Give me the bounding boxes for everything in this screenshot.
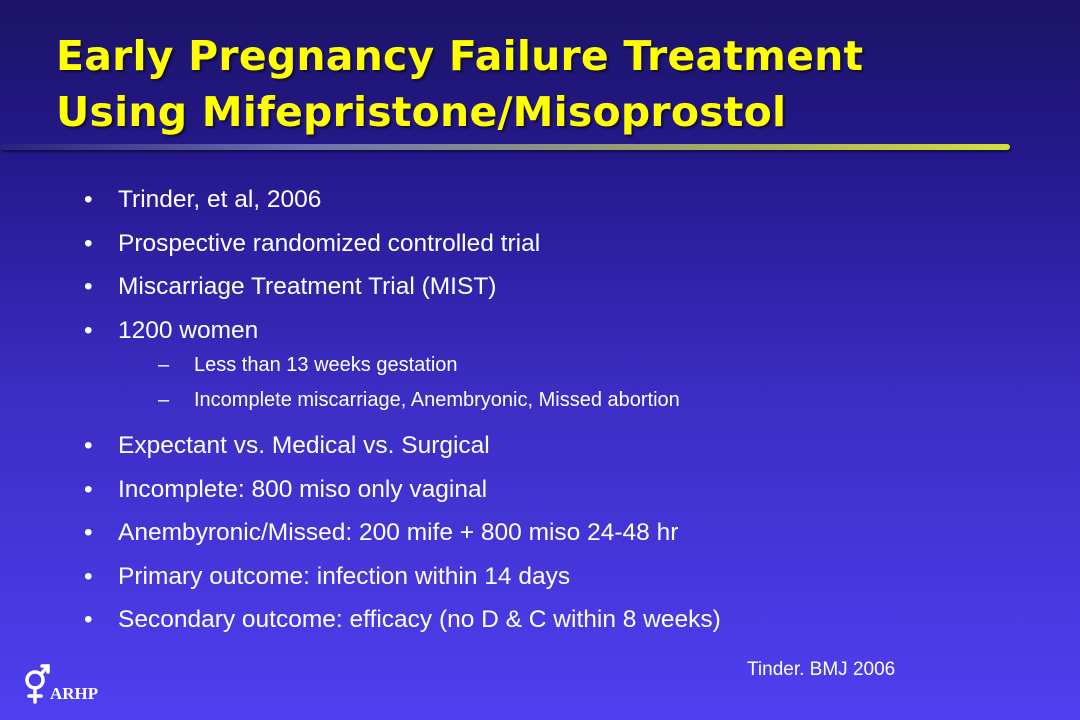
sub-bullet-item: – Incomplete miscarriage, Anembryonic, Mi… <box>118 383 984 418</box>
bullet-item: • Primary outcome: infection within 14 da… <box>84 555 984 599</box>
bullet-marker: • <box>84 229 93 257</box>
bullet-text: Incomplete: 800 miso only vaginal <box>118 475 488 503</box>
bullet-item: • Expectant vs. Medical vs. Surgical <box>84 424 984 468</box>
bullet-list: • Trinder, et al, 2006 • Prospective rando… <box>84 178 984 642</box>
bullet-text: Trinder, et al, 2006 <box>118 186 322 213</box>
bullet-text: Primary outcome: infection within 14 day… <box>118 562 571 590</box>
bullet-text: Anembyronic/Missed: 200 mife + 800 miso … <box>118 519 679 546</box>
slide-title-line-2: Using Mifepristone/Misoprostol <box>56 88 787 136</box>
citation: Tinder. BMJ 2006 <box>747 659 896 680</box>
bullet-item: • Trinder, et al, 2006 <box>84 178 984 222</box>
arhp-logo: ARHP <box>20 660 140 710</box>
sub-bullet-text: Incomplete miscarriage, Anembryonic, Mis… <box>194 389 680 411</box>
bullet-item: • Prospective randomized controlled trial <box>84 222 984 266</box>
bullet-text: Miscarriage Treatment Trial (MIST) <box>118 273 497 300</box>
bullet-marker: • <box>84 186 93 213</box>
bullet-text: Expectant vs. Medical vs. Surgical <box>118 432 490 459</box>
bullet-text: Secondary outcome: efficacy (no D & C wi… <box>118 606 721 633</box>
bullet-text: 1200 women <box>118 316 259 344</box>
bullet-marker: • <box>84 562 93 590</box>
slide-title-line-1: Early Pregnancy Failure Treatment <box>56 32 864 80</box>
gender-symbol-logo-icon <box>25 664 50 704</box>
logo-text: ARHP <box>50 684 99 703</box>
bullet-marker: • <box>84 519 93 546</box>
sub-bullet-marker: – <box>158 354 170 376</box>
bullet-marker: • <box>84 606 93 633</box>
title-underline-rule <box>0 144 1010 150</box>
bullet-item: • 1200 women – Less than 13 weeks gestatio… <box>84 309 984 419</box>
bullet-item: • Incomplete: 800 miso only vaginal <box>84 468 984 512</box>
sub-bullet-text: Less than 13 weeks gestation <box>194 354 458 376</box>
bullet-item: • Secondary outcome: efficacy (no D & C w… <box>84 598 984 642</box>
bullet-marker: • <box>84 316 93 344</box>
sub-bullet-item: – Less than 13 weeks gestation <box>118 348 984 383</box>
bullet-item: • Anembyronic/Missed: 200 mife + 800 miso… <box>84 511 984 555</box>
sub-bullet-list: – Less than 13 weeks gestation – Incomplet… <box>118 348 984 418</box>
sub-bullet-marker: – <box>158 389 170 411</box>
bullet-marker: • <box>84 432 93 459</box>
slide-title: Early Pregnancy Failure Treatment Using … <box>56 28 863 140</box>
bullet-item: • Miscarriage Treatment Trial (MIST) <box>84 265 984 309</box>
bullet-text: Prospective randomized controlled trial <box>118 229 541 257</box>
bullet-marker: • <box>84 475 93 503</box>
bullet-marker: • <box>84 273 93 300</box>
